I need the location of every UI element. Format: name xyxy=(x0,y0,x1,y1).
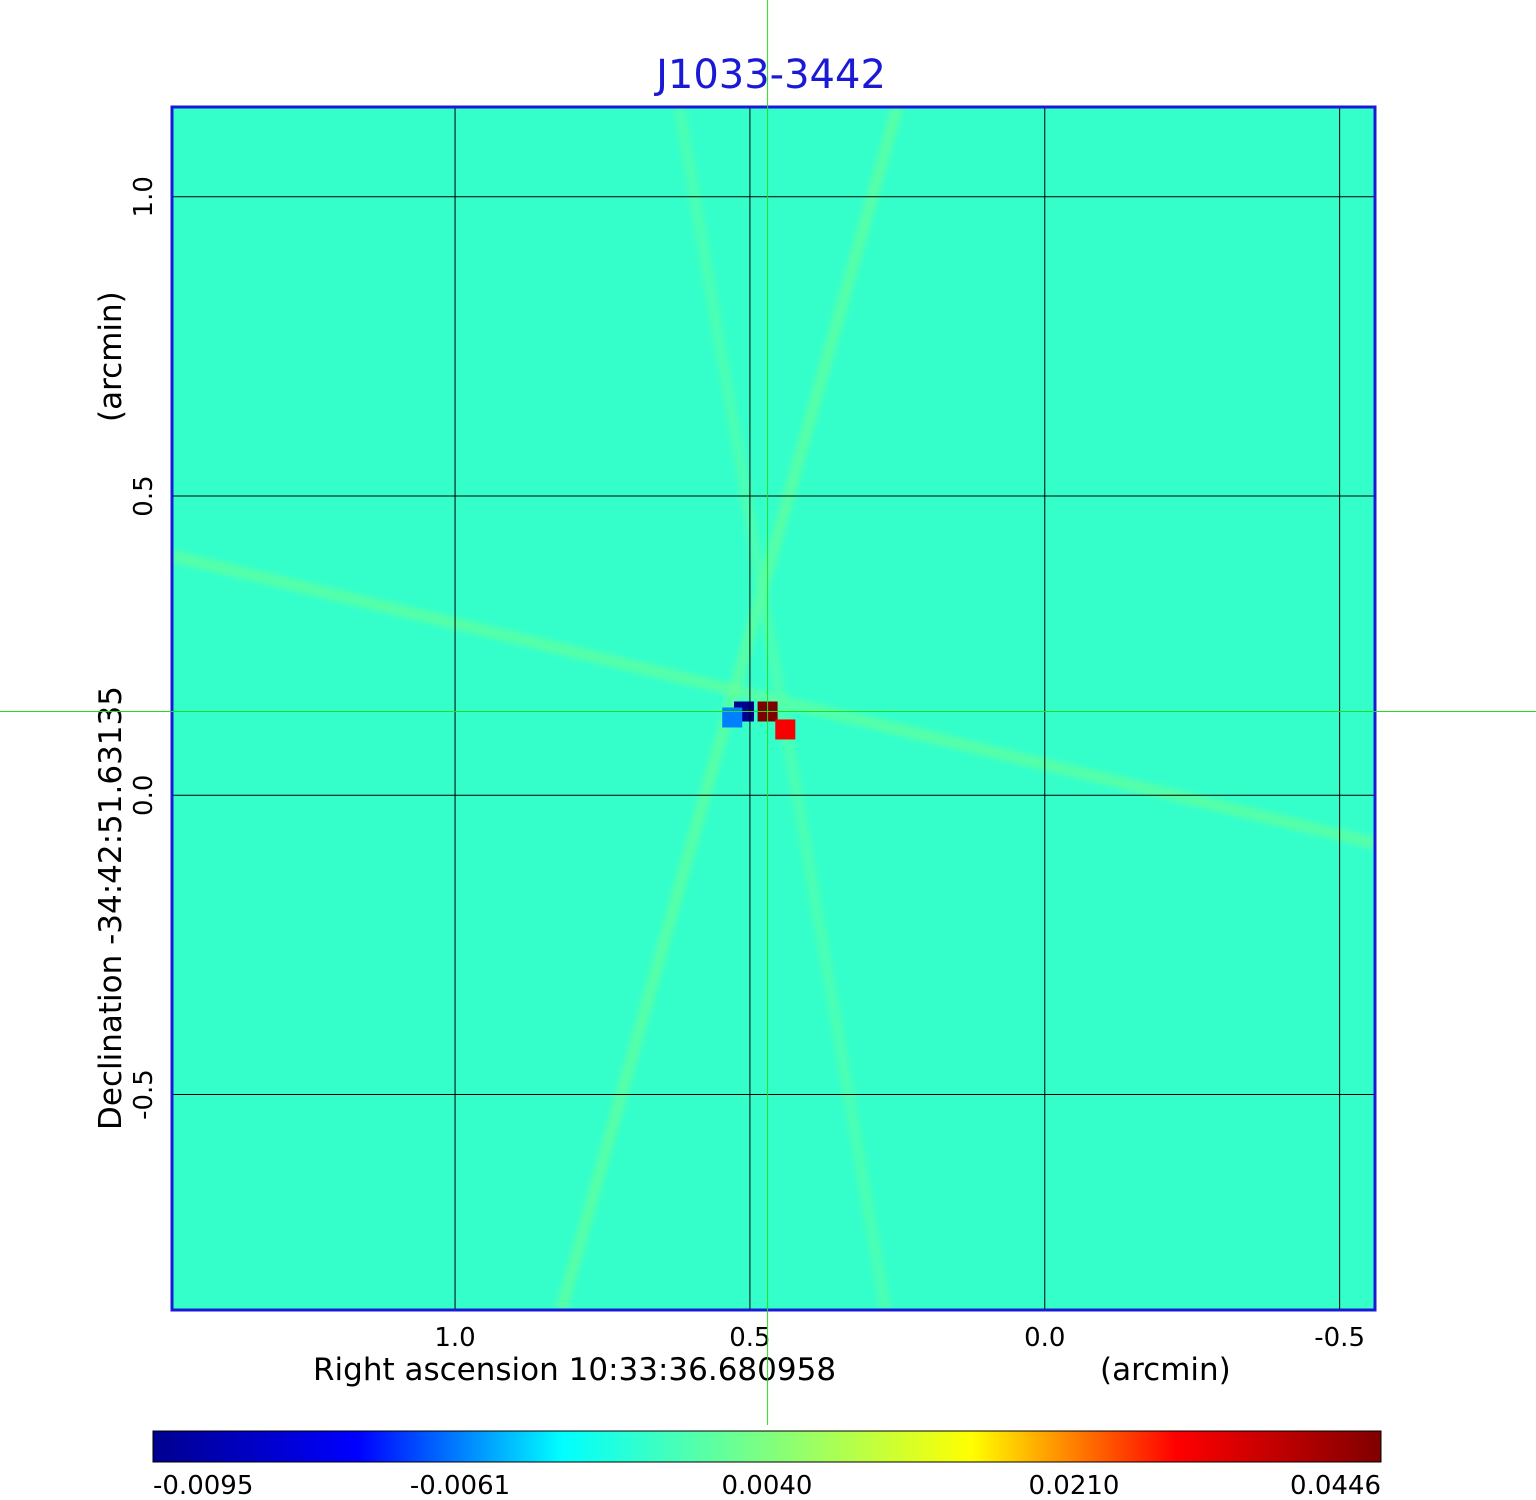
colorbar-tick-labels: -0.0095 -0.0061 0.0040 0.0210 0.0446 xyxy=(153,1471,1381,1500)
y-tick-label: 0.0 xyxy=(129,775,159,816)
y-axis-label: Declination -34:42:51.63135 xyxy=(93,686,129,1130)
x-tick-label: 1.0 xyxy=(434,1323,475,1353)
plot-frame xyxy=(170,105,1377,1312)
y-tick-labels: 1.0 0.5 0.0 -0.5 xyxy=(129,176,159,1120)
x-tick-label: -0.5 xyxy=(1314,1323,1365,1353)
colorbar xyxy=(152,1430,1382,1463)
image-plot-area[interactable] xyxy=(172,107,1375,1310)
x-tick-labels: 1.0 0.5 0.0 -0.5 xyxy=(434,1323,1365,1353)
colorbar-tick-label: 0.0446 xyxy=(1290,1471,1381,1500)
x-tick-label: 0.5 xyxy=(729,1323,770,1353)
x-axis-unit: (arcmin) xyxy=(1100,1352,1231,1388)
source-trough-3 xyxy=(722,707,743,728)
y-tick-label: -0.5 xyxy=(129,1069,159,1120)
colorbar-tick-label: 0.0210 xyxy=(1029,1471,1120,1500)
y-axis-unit: (arcmin) xyxy=(93,291,129,422)
colorbar-tick-label: -0.0095 xyxy=(153,1471,253,1500)
y-tick-label: 0.5 xyxy=(129,475,159,516)
colorbar-tick-label: -0.0061 xyxy=(410,1471,510,1500)
source-peak-1 xyxy=(775,719,796,740)
colorbar-tick-label: 0.0040 xyxy=(722,1471,813,1500)
crosshair xyxy=(0,0,1536,1425)
chart-title: J1033-3442 xyxy=(653,52,886,98)
streak-2 xyxy=(673,107,892,1310)
x-tick-label: 0.0 xyxy=(1024,1323,1065,1353)
y-tick-label: 1.0 xyxy=(129,176,159,217)
x-axis-label: Right ascension 10:33:36.680958 xyxy=(313,1352,836,1388)
coordinate-grid xyxy=(172,107,1375,1310)
